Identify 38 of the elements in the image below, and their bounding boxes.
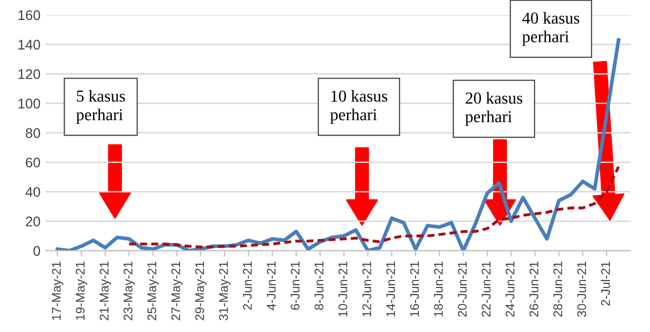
x-tick-label: 20-Jun-21 (458, 262, 467, 317)
x-tick-label: 17-May-21 (52, 262, 64, 320)
line-series (128, 165, 620, 248)
y-tick-label: 120 (18, 69, 40, 80)
y-tick-label: 20 (26, 216, 40, 226)
y-tick-label: 160 (18, 10, 40, 20)
x-tick-label: 2-Jun-21 (242, 262, 252, 310)
x-tick-label: 30-Jun-21 (577, 262, 586, 317)
y-tick-label: 0 (33, 246, 40, 256)
x-tick-label: 22-Jun-21 (482, 262, 491, 317)
x-tick-label: 16-Jun-21 (410, 262, 419, 316)
x-tick-label: 10-Jun-21 (338, 262, 348, 316)
y-tick-label: 60 (26, 158, 40, 168)
x-tick-label: 6-Jun-21 (290, 262, 300, 310)
x-tick-label: 2-Jul-21 (600, 262, 610, 306)
y-tick-label: 80 (26, 128, 40, 138)
annotation: 20 kasus perhari (465, 92, 522, 126)
x-tick-label: 21-May-21 (100, 262, 112, 320)
x-tick-label: 27-May-21 (171, 262, 183, 320)
y-tick-label: 140 (18, 40, 40, 50)
x-tick-label: 4-Jun-21 (266, 262, 276, 310)
annotation: 5 kasus perhari (76, 90, 125, 124)
x-tick-label: 8-Jun-21 (314, 262, 324, 310)
x-tick-label: 23-May-21 (124, 262, 135, 320)
x-tick-label: 31-May-21 (219, 262, 230, 320)
x-tick-label: 29-May-21 (195, 262, 207, 320)
annotation: 10 kasus perhari (330, 90, 388, 124)
x-tick-label: 12-Jun-21 (362, 262, 372, 316)
x-tick-label: 26-Jun-21 (529, 262, 538, 317)
x-tick-label: 28-Jun-21 (553, 262, 562, 317)
y-tick-label: 40 (26, 187, 40, 197)
x-tick-label: 25-May-21 (147, 262, 159, 320)
x-tick-label: 18-Jun-21 (434, 262, 443, 316)
x-tick-label: 14-Jun-21 (386, 262, 396, 316)
annotation: 40 kasus perhari (522, 12, 580, 46)
x-tick-label: 19-May-21 (76, 262, 88, 320)
x-tick-label: 24-Jun-21 (506, 262, 514, 317)
y-tick-label: 100 (18, 98, 40, 109)
